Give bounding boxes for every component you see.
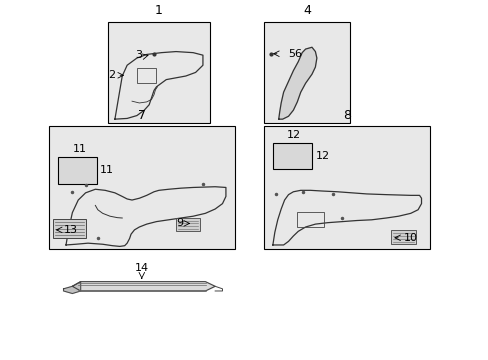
Bar — [272, 143, 311, 170]
Text: 56: 56 — [288, 49, 302, 59]
Text: 12: 12 — [286, 130, 300, 140]
Text: 9: 9 — [176, 219, 183, 228]
Bar — [49, 126, 234, 248]
Bar — [58, 157, 97, 184]
Text: 8: 8 — [343, 109, 350, 122]
Text: 14: 14 — [135, 263, 148, 273]
Text: 7: 7 — [138, 109, 145, 122]
Text: 13: 13 — [63, 225, 78, 235]
Polygon shape — [63, 282, 81, 293]
Bar — [137, 68, 155, 83]
Text: 4: 4 — [303, 4, 310, 17]
Bar — [107, 22, 210, 123]
Text: 10: 10 — [403, 233, 417, 243]
Polygon shape — [72, 282, 215, 291]
Polygon shape — [278, 47, 316, 119]
Text: 11: 11 — [73, 144, 86, 154]
Text: 3: 3 — [135, 50, 142, 60]
Text: 2: 2 — [107, 70, 115, 80]
Bar — [53, 219, 86, 238]
Text: 12: 12 — [315, 151, 329, 161]
Bar — [390, 230, 415, 244]
Bar — [176, 218, 199, 231]
Bar — [264, 22, 349, 123]
Bar — [297, 212, 324, 227]
Text: 11: 11 — [100, 165, 114, 175]
Bar — [264, 126, 429, 248]
Text: 1: 1 — [155, 4, 163, 17]
